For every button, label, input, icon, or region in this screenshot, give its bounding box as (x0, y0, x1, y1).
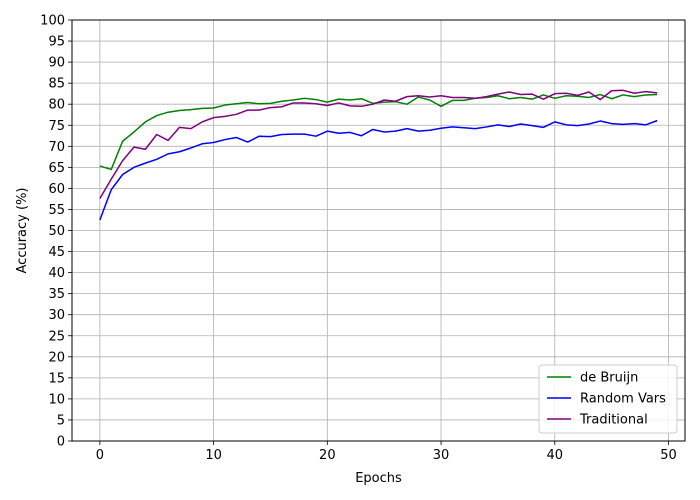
y-tick-label: 95 (48, 35, 65, 50)
y-tick-label: 25 (48, 329, 65, 344)
y-tick-label: 10 (48, 392, 65, 407)
legend-label: de Bruijn (580, 371, 638, 386)
y-tick-label: 35 (48, 287, 65, 302)
y-tick-label: 70 (48, 140, 65, 155)
y-tick-label: 100 (40, 14, 65, 29)
x-tick-label: 20 (319, 448, 336, 463)
x-tick-label: 30 (433, 448, 450, 463)
y-tick-label: 40 (48, 266, 65, 281)
x-tick-label: 50 (660, 448, 677, 463)
y-tick-label: 45 (48, 245, 65, 260)
x-tick-label: 40 (547, 448, 564, 463)
y-tick-label: 75 (48, 119, 65, 134)
y-tick-label: 90 (48, 56, 65, 71)
y-axis-label: Accuracy (%) (15, 188, 30, 274)
y-tick-label: 55 (48, 203, 65, 218)
y-tick-label: 60 (48, 182, 65, 197)
series-lines (99, 89, 658, 221)
x-axis-ticks: 0 10 20 30 40 50 (96, 441, 677, 463)
y-axis-ticks: 0 5 10 15 20 25 30 35 40 45 50 55 60 65 70 75 80 85 90 95 10… (40, 14, 72, 450)
series-line-2 (99, 89, 658, 199)
y-tick-label: 80 (48, 98, 65, 113)
x-tick-label: 10 (205, 448, 222, 463)
y-tick-label: 15 (48, 371, 65, 386)
x-tick-label: 0 (96, 448, 104, 463)
legend-label: Random Vars (580, 392, 666, 407)
y-tick-label: 85 (48, 77, 65, 92)
legend-box (538, 364, 678, 434)
legend: de Bruijn Random Vars Traditional (538, 364, 678, 434)
legend-label: Traditional (579, 413, 648, 428)
series-line-1 (99, 119, 658, 221)
y-tick-label: 30 (48, 308, 65, 323)
y-tick-label: 50 (48, 224, 65, 239)
x-axis-label: Epochs (355, 471, 402, 486)
y-tick-label: 20 (48, 350, 65, 365)
y-tick-label: 65 (48, 161, 65, 176)
y-tick-label: 5 (57, 413, 65, 428)
y-tick-label: 0 (57, 435, 65, 450)
